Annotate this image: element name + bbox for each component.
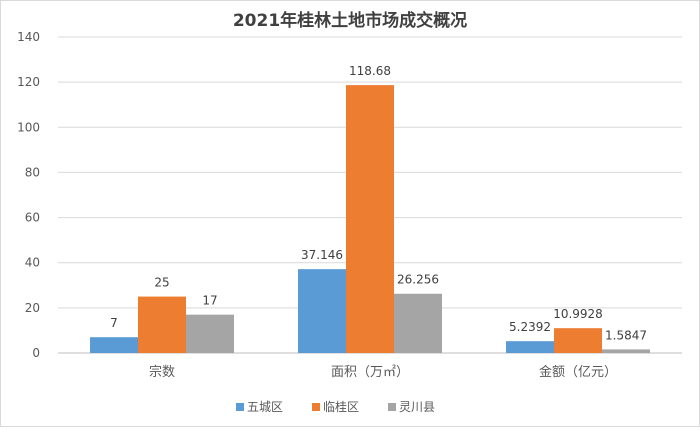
y-tick-label: 100 bbox=[17, 120, 40, 134]
bar bbox=[506, 341, 554, 353]
legend-label: 五城区 bbox=[247, 400, 283, 414]
bar bbox=[298, 269, 346, 353]
data-label: 10.9928 bbox=[553, 307, 603, 321]
data-label: 17 bbox=[202, 294, 217, 308]
legend-swatch bbox=[388, 403, 396, 411]
bar bbox=[90, 337, 138, 353]
data-label: 5.2392 bbox=[509, 320, 551, 334]
chart-title: 2021年桂林土地市场成交概况 bbox=[233, 10, 467, 31]
y-tick-label: 140 bbox=[17, 30, 40, 44]
data-label: 118.68 bbox=[349, 64, 391, 78]
legend-swatch bbox=[312, 403, 320, 411]
legend-label: 临桂区 bbox=[323, 399, 359, 414]
bar bbox=[394, 293, 442, 353]
data-label: 1.5847 bbox=[605, 328, 647, 342]
y-axis-ticks: 0 20 40 60 80 100 120 140 bbox=[17, 30, 40, 360]
legend: 五城区 临桂区 灵川县 bbox=[236, 399, 435, 414]
bar bbox=[602, 349, 650, 353]
bar bbox=[138, 296, 186, 353]
y-tick-label: 0 bbox=[32, 346, 40, 360]
bar bbox=[554, 328, 602, 353]
data-label: 37.146 bbox=[301, 248, 343, 262]
legend-label: 灵川县 bbox=[399, 400, 435, 414]
data-label: 26.256 bbox=[397, 273, 439, 287]
y-tick-label: 60 bbox=[25, 211, 40, 225]
y-tick-label: 80 bbox=[25, 165, 40, 179]
data-label: 25 bbox=[154, 276, 169, 290]
x-tick-label: 宗数 bbox=[149, 364, 175, 380]
y-tick-label: 120 bbox=[17, 75, 40, 89]
data-labels: 7 25 17 37.146 118.68 26.256 5.239210.99281.58… bbox=[110, 64, 647, 342]
x-axis-ticks: 宗数 面积（万㎡） 金额（亿元） bbox=[149, 364, 617, 380]
y-tick-label: 20 bbox=[25, 301, 40, 315]
x-tick-label: 金额（亿元） bbox=[539, 364, 617, 380]
legend-swatch bbox=[236, 403, 244, 411]
bar bbox=[186, 314, 234, 353]
bars bbox=[90, 85, 650, 353]
y-tick-label: 40 bbox=[25, 256, 40, 270]
data-label: 7 bbox=[110, 316, 118, 330]
bar bbox=[346, 85, 394, 353]
x-tick-label: 面积（万㎡） bbox=[331, 365, 409, 380]
